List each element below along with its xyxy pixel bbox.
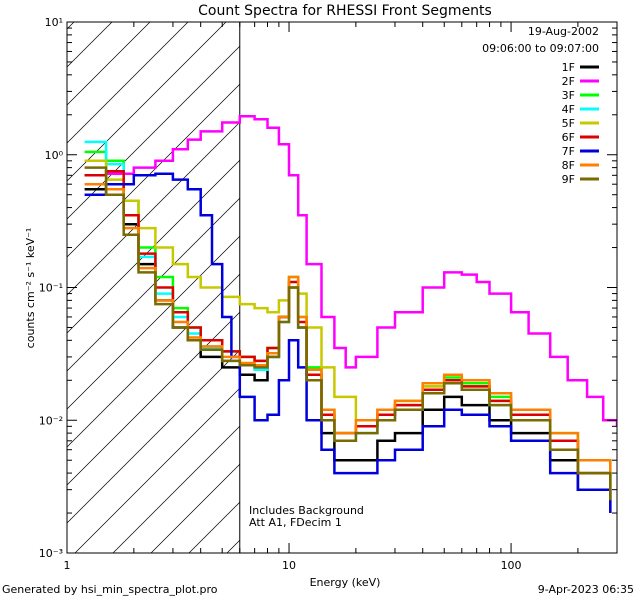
hatch-line [67, 349, 240, 524]
series-line-9F [84, 166, 612, 501]
hatch-line [112, 425, 240, 553]
series-lines [84, 114, 617, 513]
hatch-line [67, 22, 189, 144]
legend-label-5F: 5F [562, 117, 575, 130]
hatch-line [67, 235, 240, 410]
series-line-6F [84, 170, 612, 501]
y-tick-label: 10⁻² [39, 414, 63, 427]
series-line-7F [84, 172, 612, 513]
x-tick-label: 1 [64, 559, 71, 572]
legend-label-8F: 8F [562, 159, 575, 172]
hatch-line [67, 159, 240, 334]
footer-generated-by: Generated by hsi_min_spectra_plot.pro [2, 583, 218, 596]
legend-label-4F: 4F [562, 103, 575, 116]
y-tick-label: 10⁻¹ [39, 282, 63, 295]
hatch-line [67, 83, 240, 258]
date-label: 19-Aug-2002 [528, 25, 599, 38]
legend-label-7F: 7F [562, 145, 575, 158]
time-range-label: 09:06:00 to 09:07:00 [482, 42, 599, 55]
x-tick-label: 100 [501, 559, 522, 572]
footer-timestamp: 9-Apr-2023 06:35 [537, 583, 634, 596]
series-line-4F [84, 140, 612, 501]
legend-label-3F: 3F [562, 89, 575, 102]
hatch-line [67, 197, 240, 372]
hatched-region [67, 22, 241, 553]
series-line-8F [84, 182, 612, 490]
x-axis-label: Energy (keV) [310, 576, 381, 589]
hatch-line [74, 387, 240, 553]
hatch-line [67, 45, 240, 220]
x-tick-label: 10 [282, 559, 296, 572]
legend-label-1F: 1F [562, 61, 575, 74]
series-line-3F [84, 150, 612, 490]
hatch-line [67, 22, 227, 182]
legend-label-2F: 2F [562, 75, 575, 88]
legend-label-9F: 9F [562, 173, 575, 186]
series-line-1F [84, 182, 612, 513]
hatch-line [67, 311, 240, 486]
legend-label-6F: 6F [562, 131, 575, 144]
y-tick-label: 10⁰ [45, 149, 64, 162]
hatch-lines [67, 22, 240, 553]
y-axis-label: counts cm⁻² s⁻¹ keV⁻¹ [24, 228, 37, 349]
annotation-attenuator: Att A1, FDecim 1 [249, 516, 342, 529]
hatch-line [67, 273, 240, 448]
chart-title: Count Spectra for RHESSI Front Segments [198, 3, 492, 19]
y-tick-label: 10⁻³ [39, 547, 63, 560]
axis-ticks: 1 10 100 10¹ 10⁰ 10⁻¹ 10⁻² 10⁻³ [39, 16, 618, 572]
annotation-background: Includes Background [249, 504, 364, 517]
y-tick-label: 10¹ [45, 16, 63, 29]
series-line-2F [84, 114, 617, 427]
